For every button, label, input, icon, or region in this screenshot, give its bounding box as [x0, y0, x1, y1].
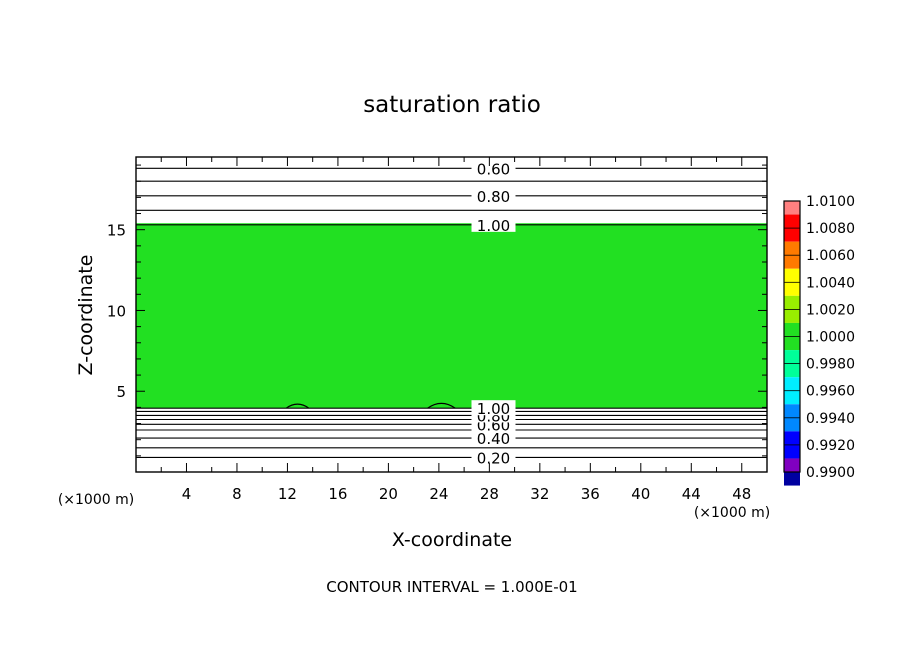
- colorbar-label-8: 0.9940: [806, 411, 855, 427]
- y-tick-label-5: 5: [116, 383, 126, 401]
- x-tick-label-40: 40: [631, 485, 650, 503]
- contour-lines-layer: [136, 167, 767, 459]
- x-unit-label: (×1000 m): [694, 505, 770, 521]
- x-tick-label-48: 48: [732, 485, 751, 503]
- x-tick-label-44: 44: [682, 485, 701, 503]
- filled-region-0: [136, 223, 767, 409]
- y-unit-label: (×1000 m): [58, 492, 134, 508]
- contour-bump-1: [427, 402, 456, 409]
- contour-label-4: 1.00: [477, 400, 510, 418]
- x-axis-label: X-coordinate: [392, 529, 512, 551]
- colorbar-swatch-0: [784, 201, 800, 215]
- colorbar: 1.0100 1.0080 1.0060 1.0040 1.0020 1.0000 0.99…: [783, 194, 855, 486]
- contour-label-bg-1: [471, 430, 516, 446]
- colorbar-label-6: 0.9980: [806, 357, 855, 373]
- contour-label-bg-0: [471, 449, 516, 465]
- contour-label-bg-6: [471, 187, 516, 203]
- x-tick-label-20: 20: [379, 485, 398, 503]
- colorbar-label-4: 1.0020: [806, 302, 855, 318]
- y-tick-label-15: 15: [107, 222, 126, 240]
- contour-label-6: 0.80: [477, 188, 510, 206]
- plot-frame: [135, 156, 768, 473]
- x-tick-label-24: 24: [429, 485, 448, 503]
- colorbar-label-3: 1.0040: [806, 275, 855, 291]
- y-axis-label: Z-coordinate: [75, 255, 97, 376]
- contour-label-bg-5: [471, 216, 516, 232]
- x-tick-label-36: 36: [581, 485, 600, 503]
- x-tick-label-4: 4: [182, 485, 192, 503]
- x-tick-label-28: 28: [480, 485, 499, 503]
- colorbar-label-1: 1.0080: [806, 221, 855, 237]
- contour-label-1: 0.40: [477, 430, 510, 448]
- chart-title: saturation ratio: [363, 92, 541, 118]
- contour-interval-footer: CONTOUR INTERVAL = 1.000E-01: [326, 578, 577, 596]
- contour-label-0: 0.20: [477, 449, 510, 467]
- contour-label-5: 1.00: [477, 217, 510, 235]
- contour-label-bg-4: [471, 400, 516, 416]
- colorbar-label-2: 1.0060: [806, 248, 855, 264]
- contour-labels-layer: 0.200.400.600.801.001.000.800.60: [471, 160, 516, 467]
- colorbar-label-7: 0.9960: [806, 384, 855, 400]
- contour-bump-0: [285, 403, 310, 409]
- colorbar-label-10: 0.9900: [806, 465, 855, 481]
- colorbar-swatch-11: [784, 458, 800, 472]
- contour-label-bg-7: [471, 160, 516, 176]
- x-tick-label-32: 32: [530, 485, 549, 503]
- x-tick-label-8: 8: [232, 485, 242, 503]
- x-tick-label-16: 16: [328, 485, 347, 503]
- colorbar-label-5: 1.0000: [806, 330, 855, 346]
- colorbar-label-9: 0.9920: [806, 438, 855, 454]
- contour-label-7: 0.60: [477, 160, 510, 178]
- plot-fill-layer: [136, 223, 767, 409]
- y-tick-label-10: 10: [107, 302, 126, 320]
- x-tick-label-12: 12: [278, 485, 297, 503]
- colorbar-label-0: 1.0100: [806, 194, 855, 210]
